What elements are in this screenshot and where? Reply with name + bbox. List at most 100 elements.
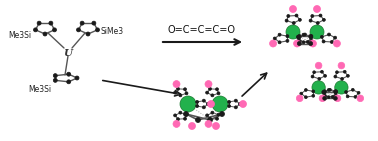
- Circle shape: [327, 33, 330, 36]
- Circle shape: [53, 74, 57, 78]
- Circle shape: [86, 32, 90, 36]
- Circle shape: [217, 113, 220, 116]
- Circle shape: [347, 74, 349, 77]
- Circle shape: [211, 111, 214, 114]
- Circle shape: [174, 91, 177, 94]
- Circle shape: [297, 37, 300, 40]
- Circle shape: [304, 96, 307, 99]
- Circle shape: [334, 95, 341, 102]
- Circle shape: [177, 87, 180, 90]
- Circle shape: [185, 92, 188, 95]
- Circle shape: [324, 74, 327, 77]
- Circle shape: [294, 40, 301, 47]
- Circle shape: [296, 35, 299, 38]
- Circle shape: [215, 117, 218, 120]
- Circle shape: [278, 33, 281, 36]
- Text: U: U: [64, 49, 73, 58]
- Circle shape: [75, 76, 79, 80]
- Circle shape: [335, 90, 338, 93]
- Circle shape: [53, 78, 57, 82]
- Circle shape: [239, 103, 242, 105]
- Circle shape: [312, 90, 315, 93]
- Circle shape: [309, 34, 313, 38]
- Circle shape: [183, 117, 186, 120]
- Circle shape: [309, 42, 313, 46]
- Circle shape: [335, 91, 337, 94]
- Circle shape: [290, 5, 296, 13]
- Circle shape: [318, 77, 321, 80]
- Circle shape: [354, 95, 357, 98]
- Circle shape: [295, 14, 298, 17]
- Circle shape: [345, 91, 347, 93]
- Circle shape: [319, 14, 322, 17]
- Circle shape: [96, 28, 99, 32]
- Circle shape: [205, 81, 212, 88]
- Circle shape: [183, 112, 189, 116]
- Circle shape: [180, 96, 196, 112]
- Text: O=C=C=C=O: O=C=C=C=O: [168, 25, 236, 35]
- Circle shape: [322, 91, 325, 93]
- Circle shape: [228, 100, 231, 103]
- Circle shape: [311, 15, 314, 17]
- Circle shape: [334, 36, 336, 39]
- Circle shape: [310, 39, 313, 42]
- Circle shape: [298, 40, 301, 43]
- Circle shape: [206, 114, 209, 117]
- Circle shape: [183, 88, 186, 91]
- Circle shape: [205, 120, 212, 127]
- Circle shape: [304, 89, 307, 91]
- Circle shape: [211, 94, 214, 97]
- Circle shape: [287, 15, 290, 17]
- Circle shape: [209, 87, 212, 90]
- Circle shape: [286, 35, 289, 38]
- Circle shape: [321, 35, 323, 38]
- Circle shape: [331, 95, 334, 98]
- Circle shape: [327, 96, 330, 99]
- Circle shape: [49, 21, 53, 25]
- Circle shape: [173, 120, 180, 127]
- Circle shape: [336, 71, 338, 74]
- Circle shape: [196, 100, 199, 103]
- Circle shape: [278, 41, 281, 44]
- Circle shape: [341, 77, 344, 80]
- Circle shape: [335, 94, 338, 97]
- Circle shape: [37, 21, 41, 25]
- Circle shape: [302, 41, 305, 44]
- Text: Me3Si: Me3Si: [8, 30, 31, 39]
- Circle shape: [228, 105, 231, 108]
- Circle shape: [206, 103, 209, 105]
- Circle shape: [189, 123, 195, 129]
- Circle shape: [292, 21, 295, 25]
- Text: Me3Si: Me3Si: [28, 85, 51, 94]
- Circle shape: [324, 95, 326, 98]
- Circle shape: [327, 89, 330, 91]
- Circle shape: [334, 75, 337, 78]
- Circle shape: [185, 113, 188, 116]
- Circle shape: [306, 40, 309, 43]
- Circle shape: [357, 91, 360, 94]
- Circle shape: [333, 90, 337, 93]
- Circle shape: [302, 33, 305, 36]
- Circle shape: [319, 95, 326, 102]
- Circle shape: [352, 88, 354, 91]
- Circle shape: [335, 81, 348, 94]
- Circle shape: [309, 19, 312, 22]
- Circle shape: [67, 72, 71, 76]
- Circle shape: [300, 92, 303, 95]
- Circle shape: [323, 96, 327, 100]
- Circle shape: [346, 95, 349, 98]
- Circle shape: [179, 111, 182, 114]
- Circle shape: [312, 94, 315, 97]
- Circle shape: [304, 33, 307, 36]
- Circle shape: [297, 42, 301, 46]
- Circle shape: [212, 123, 220, 129]
- Circle shape: [323, 90, 327, 93]
- Circle shape: [195, 117, 200, 123]
- Circle shape: [298, 18, 301, 21]
- Circle shape: [296, 95, 303, 102]
- Circle shape: [310, 40, 316, 47]
- Circle shape: [338, 62, 345, 69]
- Circle shape: [217, 92, 220, 95]
- Text: SiMe3: SiMe3: [101, 27, 124, 37]
- Circle shape: [286, 39, 289, 42]
